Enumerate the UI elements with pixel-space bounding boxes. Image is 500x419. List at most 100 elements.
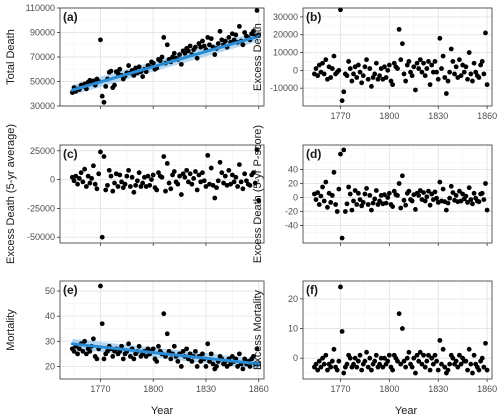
data-point xyxy=(466,346,472,352)
data-point xyxy=(205,152,211,158)
data-point xyxy=(221,180,226,186)
data-point xyxy=(316,358,322,364)
data-point xyxy=(419,361,425,367)
data-point xyxy=(429,62,435,68)
data-point xyxy=(226,167,232,173)
data-point xyxy=(196,172,202,178)
data-point xyxy=(426,352,431,358)
data-point xyxy=(416,193,422,198)
panel-border xyxy=(59,7,265,107)
data-point xyxy=(347,191,353,197)
x-tick-label: 1830 xyxy=(196,384,216,394)
data-point xyxy=(240,186,246,192)
data-point xyxy=(385,358,391,364)
data-point xyxy=(184,167,190,173)
data-point xyxy=(369,367,374,373)
data-point xyxy=(163,188,168,194)
data-point xyxy=(212,52,218,57)
data-point xyxy=(426,188,431,194)
data-point xyxy=(417,349,423,355)
data-point xyxy=(110,353,116,359)
data-point xyxy=(349,78,355,84)
data-point xyxy=(99,93,105,99)
y-tick-label: 20000 xyxy=(273,30,298,40)
data-point xyxy=(98,283,103,289)
data-point xyxy=(399,326,405,331)
data-point xyxy=(383,75,389,80)
data-point xyxy=(401,197,407,203)
data-point xyxy=(200,38,205,44)
data-point xyxy=(364,349,369,355)
data-point xyxy=(196,41,202,46)
data-point xyxy=(443,207,449,213)
data-point xyxy=(252,180,258,186)
data-point xyxy=(143,353,149,359)
data-point xyxy=(445,78,451,84)
data-point xyxy=(424,358,430,364)
data-point xyxy=(344,361,350,367)
data-point xyxy=(82,338,88,344)
data-point xyxy=(372,358,378,364)
data-point xyxy=(484,207,490,213)
data-point xyxy=(369,207,374,213)
data-point xyxy=(339,329,345,334)
data-point xyxy=(411,64,417,70)
data-point xyxy=(103,84,109,89)
data-point xyxy=(168,186,174,192)
x-tick-label: 1860 xyxy=(249,384,269,394)
y-axis-label: Excess Death (5-yr average) xyxy=(5,124,17,264)
data-point xyxy=(359,367,365,373)
panel-c: -50000 -25000 0 25000 (c) Excess Death (5-yr … xyxy=(5,124,265,264)
data-point xyxy=(447,195,453,201)
data-point xyxy=(450,190,456,196)
trend-line xyxy=(70,34,261,92)
data-point xyxy=(421,60,426,66)
data-point xyxy=(83,351,89,357)
data-point xyxy=(339,235,345,241)
data-point xyxy=(323,352,329,358)
data-point xyxy=(76,346,82,352)
y-tick-label: 25000 xyxy=(30,146,55,156)
data-point xyxy=(435,367,441,373)
data-point xyxy=(236,351,242,357)
panel-border xyxy=(302,280,493,380)
y-tick-label: 0 xyxy=(293,353,298,363)
y-tick-label: -20 xyxy=(285,207,298,217)
data-point xyxy=(205,341,211,347)
data-point xyxy=(442,364,448,370)
data-point xyxy=(185,48,191,54)
data-point xyxy=(484,82,490,88)
data-point xyxy=(463,64,469,70)
data-point xyxy=(413,87,418,93)
data-point xyxy=(236,23,242,29)
x-tick-label: 1800 xyxy=(379,111,399,121)
data-point xyxy=(435,76,441,82)
y-tick-label: 50000 xyxy=(30,77,55,87)
data-point xyxy=(240,42,246,48)
y-tick-label: 30000 xyxy=(273,12,298,22)
data-point xyxy=(411,355,417,361)
y-tick-label: -40 xyxy=(285,221,298,231)
data-point xyxy=(254,346,260,352)
data-point xyxy=(134,178,140,184)
data-point xyxy=(406,349,412,355)
data-point xyxy=(73,173,79,179)
data-point xyxy=(117,172,123,178)
data-point xyxy=(112,82,117,88)
data-point xyxy=(461,69,467,75)
data-point xyxy=(108,68,114,74)
data-point xyxy=(328,75,334,80)
data-point xyxy=(338,7,343,13)
data-point xyxy=(439,361,444,367)
data-point xyxy=(481,71,487,77)
data-point xyxy=(171,343,177,349)
data-point xyxy=(395,358,400,364)
data-point xyxy=(321,71,327,77)
data-point xyxy=(424,194,430,200)
data-point xyxy=(201,43,207,49)
data-point xyxy=(235,184,241,189)
data-point xyxy=(432,189,438,195)
data-point xyxy=(194,364,200,369)
data-point xyxy=(354,364,360,370)
